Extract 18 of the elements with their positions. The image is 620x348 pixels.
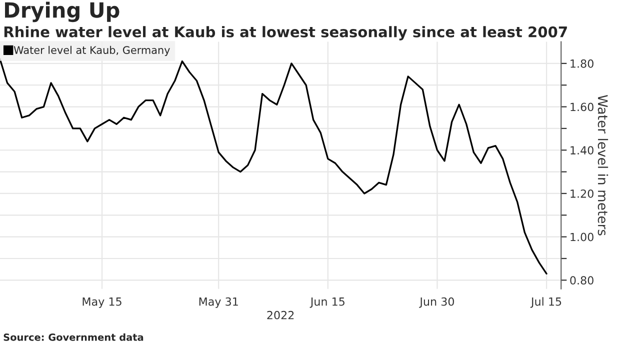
line-series xyxy=(0,58,548,275)
x-tick-label: Jun 30 xyxy=(419,297,454,308)
y-tick-label: 0.80 xyxy=(570,276,594,285)
chart-subtitle: Rhine water level at Kaub is at lowest seasonally since at least 2007 xyxy=(4,26,567,40)
y-axis-title: Water level in meters xyxy=(598,94,608,236)
y-tick-label: 1.60 xyxy=(570,102,594,112)
y-tick-label: 1.00 xyxy=(570,232,594,242)
y-tick-label: 1.40 xyxy=(570,146,594,155)
x-tick-label: Jun 15 xyxy=(310,298,344,308)
x-axis-title: 2022 xyxy=(267,310,294,320)
y-tick-label: 1.20 xyxy=(570,189,594,198)
chart-title: Drying Up xyxy=(5,2,120,22)
y-tick-label: 1.80 xyxy=(570,59,594,68)
x-tick-label: May 31 xyxy=(199,297,238,308)
x-tick-label: May 15 xyxy=(82,298,122,308)
source-note: Source: Government data xyxy=(4,333,144,341)
legend-label: Water level at Kaub, Germany xyxy=(14,46,170,56)
x-tick-label: Jul 15 xyxy=(530,297,562,308)
